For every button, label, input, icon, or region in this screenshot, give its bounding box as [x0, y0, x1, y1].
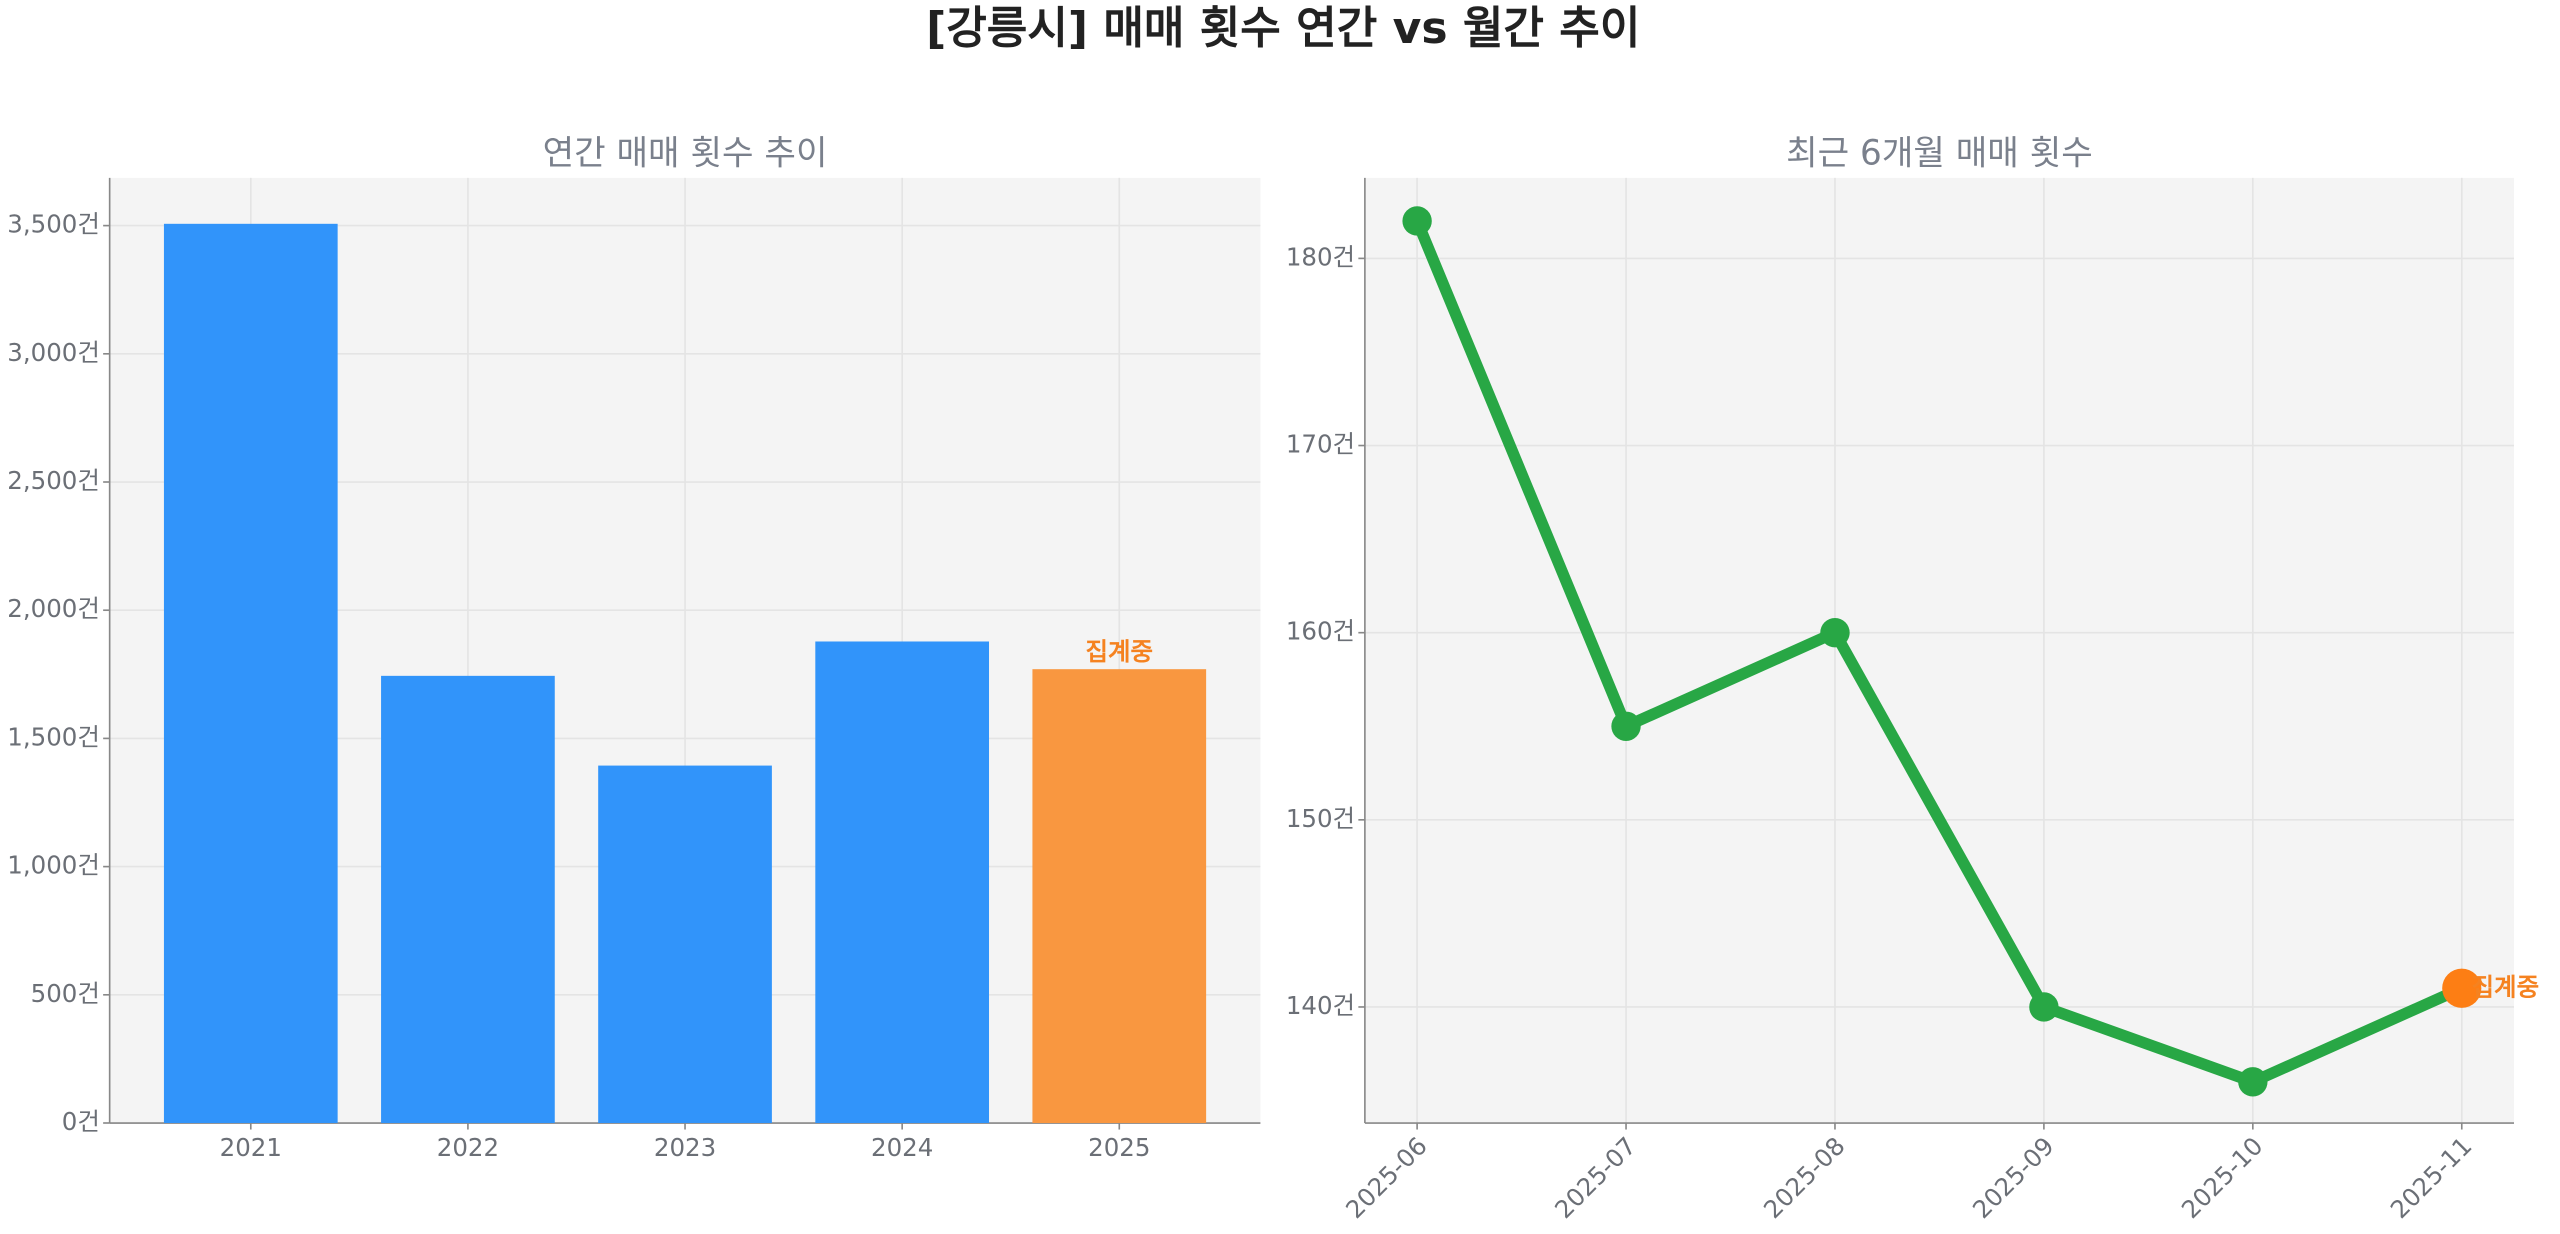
point [2238, 1067, 2268, 1097]
x-tick-label: 2025-10 [2176, 1131, 2269, 1224]
y-tick-label: 160건 [1286, 617, 1355, 646]
point [2442, 968, 2482, 1008]
subplot-title: 연간 매매 횟수 추이 [543, 134, 828, 174]
point [1402, 206, 1432, 236]
x-tick-label: 2024 [871, 1133, 933, 1162]
bar [815, 641, 990, 1124]
bar [381, 675, 555, 1124]
x-tick-label: 2025 [1088, 1133, 1150, 1162]
line [1411, 218, 2465, 1088]
figure-title: [강릉시] 매매 횟수 연간 vs 월간 추이 [926, 3, 1640, 54]
bar [163, 223, 338, 1124]
x-tick-label: 2025-09 [1967, 1131, 2060, 1224]
point [1611, 711, 1641, 741]
y-tick-label: 170건 [1286, 430, 1355, 459]
x-tick-label: 2025-08 [1758, 1131, 1851, 1224]
bar [1032, 669, 1207, 1124]
annotation: 집계중 [1086, 637, 1154, 666]
subplot-title: 최근 6개월 매매 횟수 [1786, 134, 2093, 174]
x-tick-label: 2025-07 [1549, 1131, 1642, 1224]
y-tick-label: 3,500건 [7, 210, 100, 239]
bar [598, 765, 772, 1124]
annotation: 집계중 [2472, 972, 2540, 1001]
y-tick-label: 500건 [31, 979, 100, 1008]
y-tick-label: 140건 [1286, 991, 1355, 1020]
x-tick-label: 2025-11 [2385, 1131, 2478, 1224]
y-tick-label: 2,000건 [7, 594, 100, 623]
y-tick-label: 1,500건 [7, 722, 100, 751]
point [2029, 992, 2059, 1022]
x-tick-label: 2023 [654, 1133, 716, 1162]
y-tick-label: 150건 [1286, 804, 1355, 833]
plot-area [1364, 177, 2514, 1124]
x-tick-label: 2025-06 [1340, 1131, 1433, 1224]
y-tick-label: 3,000건 [7, 338, 100, 367]
point [1820, 617, 1850, 648]
y-tick-label: 0건 [62, 1107, 100, 1136]
y-tick-label: 2,500건 [7, 466, 100, 495]
y-tick-label: 180건 [1286, 242, 1355, 271]
x-tick-label: 2021 [220, 1133, 282, 1162]
x-tick-label: 2022 [437, 1133, 499, 1162]
y-tick-label: 1,000건 [7, 851, 100, 880]
